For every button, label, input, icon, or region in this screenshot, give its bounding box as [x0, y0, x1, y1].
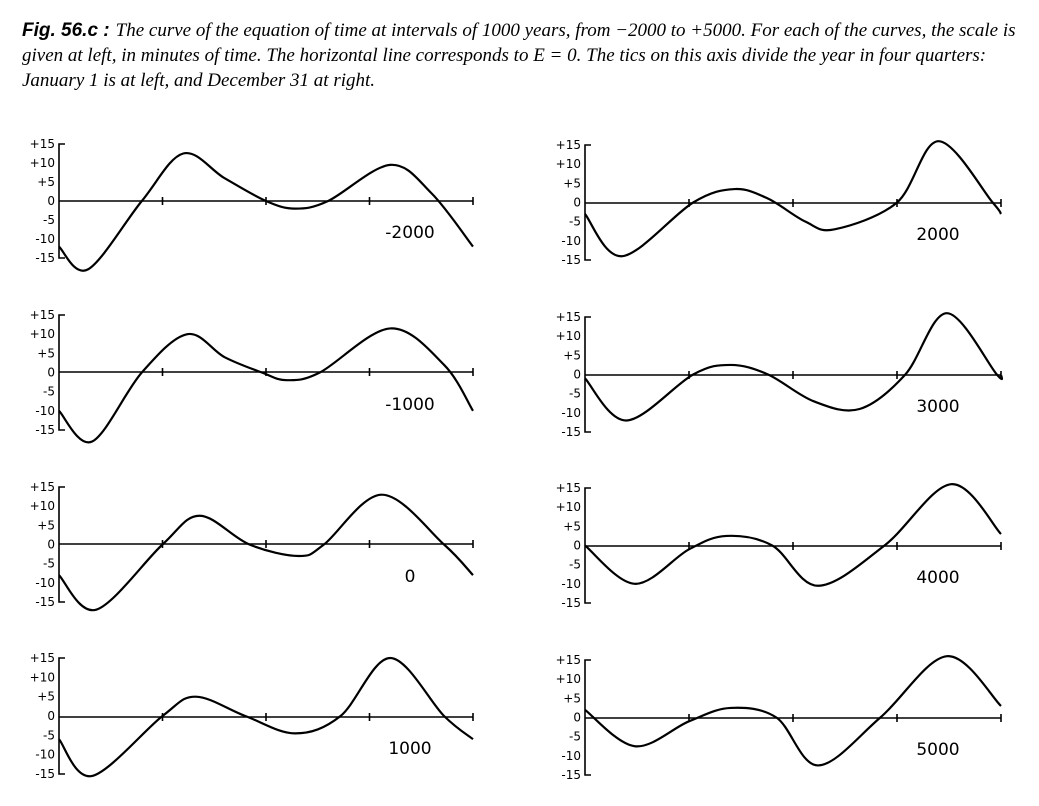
y-tick-label: -15 [561, 596, 581, 610]
y-tick-label: +5 [37, 175, 55, 189]
y-tick-label: -15 [561, 253, 581, 267]
y-tick-label: -10 [561, 234, 581, 248]
y-tick-label: 0 [47, 366, 55, 380]
y-tick-label: -5 [43, 728, 55, 742]
y-scale-bracket [58, 657, 65, 775]
y-tick-label: +15 [30, 308, 55, 322]
y-tick-label: -10 [561, 577, 581, 591]
y-tick-label: -15 [35, 423, 55, 437]
y-tick-label: -5 [569, 387, 581, 401]
y-tick-label: +10 [30, 499, 55, 513]
equation-of-time-curve [58, 493, 474, 611]
y-tick-label: +15 [556, 481, 581, 495]
equation-of-time-curve [58, 327, 474, 444]
y-tick-label: -5 [43, 213, 55, 227]
equation-of-time-curve [584, 655, 1002, 767]
y-tick-label: +10 [556, 157, 581, 171]
y-tick-label: -10 [561, 406, 581, 420]
y-tick-label: +5 [37, 518, 55, 532]
y-tick-label: +15 [30, 480, 55, 494]
equation-of-time-curve [58, 656, 474, 778]
caption-text: The curve of the equation of time at int… [22, 20, 1016, 91]
year-label: 1000 [388, 739, 431, 759]
y-tick-label: -15 [35, 767, 55, 781]
y-tick-label: -15 [35, 595, 55, 609]
y-tick-label: -10 [35, 576, 55, 590]
y-tick-label: -5 [43, 557, 55, 571]
chart-panel-3: +15 +10 +5 0 -5 -10 -15 1000 [30, 651, 474, 781]
chart-panel-5: +15 +10 +5 0 -5 -10 -15 3000 [556, 310, 1004, 439]
y-tick-label: -10 [35, 748, 55, 762]
y-tick-label: +15 [30, 137, 55, 151]
chart-panel-7: +15 +10 +5 0 -5 -10 -15 5000 [556, 653, 1002, 782]
year-label: 0 [405, 567, 416, 587]
y-tick-label: -15 [35, 251, 55, 265]
y-tick-label: -10 [35, 404, 55, 418]
y-tick-label: 0 [573, 196, 581, 210]
y-tick-label: 0 [573, 711, 581, 725]
y-tick-label: +5 [563, 176, 581, 190]
y-tick-label: -5 [569, 730, 581, 744]
figure-caption: Fig. 56.c : The curve of the equation of … [22, 18, 1022, 93]
year-label: 5000 [916, 740, 959, 760]
y-tick-label: 0 [573, 539, 581, 553]
year-label: 4000 [916, 568, 959, 588]
y-tick-label: +5 [37, 690, 55, 704]
year-label: 3000 [916, 397, 959, 417]
equation-of-time-curve [58, 152, 474, 272]
caption-lead: Fig. 56.c : [22, 20, 110, 41]
y-tick-label: +15 [556, 138, 581, 152]
y-tick-label: -5 [43, 385, 55, 399]
y-tick-label: 0 [47, 538, 55, 552]
chart-panel-6: +15 +10 +5 0 -5 -10 -15 4000 [556, 481, 1002, 610]
year-label: -2000 [385, 223, 434, 243]
equation-of-time-curve [584, 140, 1002, 258]
chart-panel-1: +15 +10 +5 0 -5 -10 -15 -1000 [30, 308, 474, 444]
equation-of-time-curve [584, 483, 1002, 587]
y-tick-label: -10 [561, 749, 581, 763]
chart-panel-0: +15 +10 +5 0 -5 -10 -15 -2000 [30, 137, 474, 272]
y-tick-label: +10 [30, 327, 55, 341]
y-tick-label: +5 [563, 519, 581, 533]
chart-panel-4: +15 +10 +5 0 -5 -10 -15 2000 [556, 138, 1002, 267]
y-tick-label: -5 [569, 215, 581, 229]
y-tick-label: 0 [47, 709, 55, 723]
chart-panel-2: +15 +10 +5 0 -5 -10 -15 0 [30, 480, 474, 611]
y-tick-label: +10 [30, 670, 55, 684]
equation-of-time-curve [584, 312, 1004, 422]
y-tick-label: -5 [569, 558, 581, 572]
y-tick-label: 0 [573, 368, 581, 382]
y-tick-label: 0 [47, 194, 55, 208]
y-tick-label: +10 [556, 500, 581, 514]
year-label: 2000 [916, 225, 959, 245]
y-tick-label: +5 [563, 691, 581, 705]
y-tick-label: +15 [30, 651, 55, 665]
y-tick-label: -10 [35, 232, 55, 246]
y-tick-label: +15 [556, 653, 581, 667]
y-tick-label: +5 [37, 346, 55, 360]
y-tick-label: -15 [561, 425, 581, 439]
year-label: -1000 [385, 395, 434, 415]
y-tick-label: +10 [30, 156, 55, 170]
y-tick-label: +5 [563, 348, 581, 362]
y-tick-label: +10 [556, 672, 581, 686]
y-tick-label: +15 [556, 310, 581, 324]
y-tick-label: +10 [556, 329, 581, 343]
y-tick-label: -15 [561, 768, 581, 782]
